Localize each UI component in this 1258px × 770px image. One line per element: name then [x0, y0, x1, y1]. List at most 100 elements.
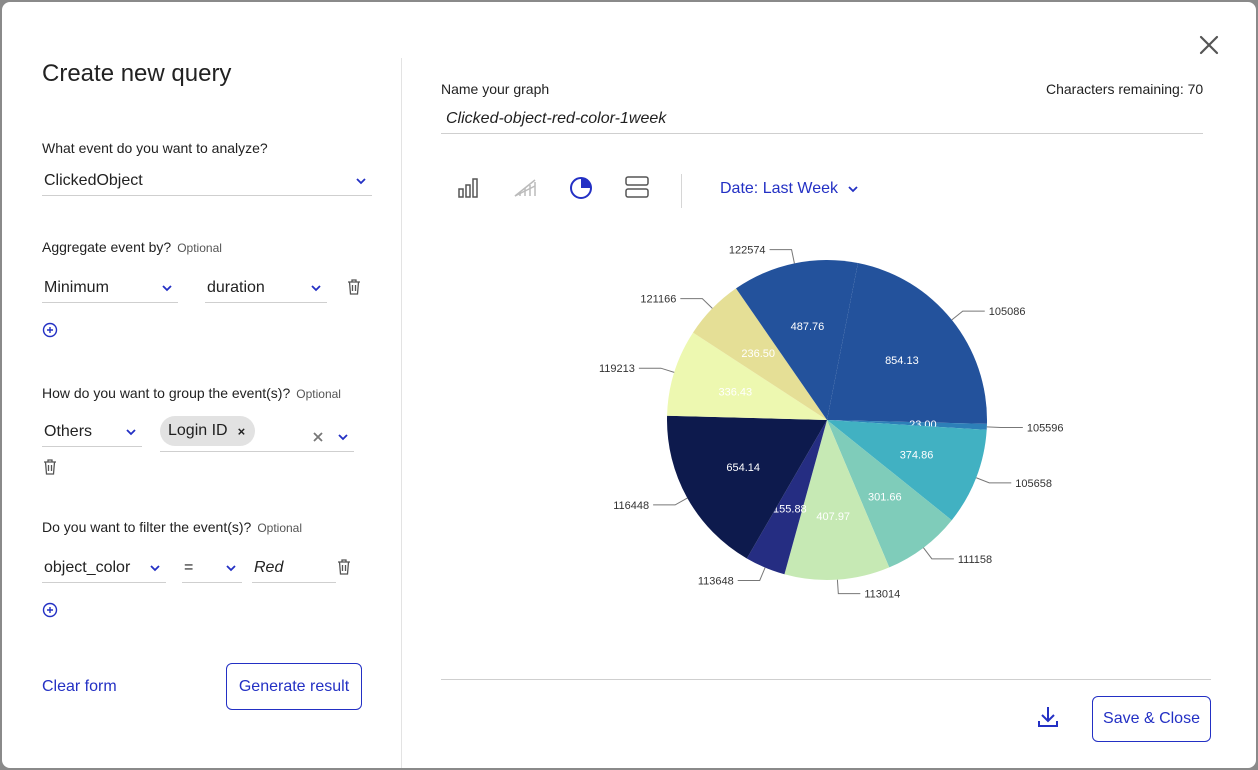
- bar-chart-icon[interactable]: [456, 174, 482, 200]
- date-range-label: Date: Last Week: [720, 180, 838, 197]
- aggregate-field-select[interactable]: duration: [205, 273, 327, 303]
- toolbar-divider: [681, 174, 682, 208]
- pie-leader-line: [653, 497, 688, 506]
- pie-category-label: 105086: [989, 306, 1026, 318]
- graph-name-label: Name your graph: [441, 81, 550, 97]
- chevron-down-icon: [162, 285, 172, 292]
- pie-leader-line: [986, 426, 1023, 429]
- close-icon[interactable]: [1196, 32, 1222, 58]
- filter-value-text: Red: [254, 558, 284, 576]
- pie-slice: [827, 420, 987, 430]
- footer-divider: [441, 679, 1211, 680]
- pie-category-label: 105596: [1027, 423, 1064, 435]
- event-select-value: ClickedObject: [44, 171, 143, 189]
- aggregate-field-value: duration: [207, 278, 265, 296]
- filter-value-input[interactable]: Red: [252, 553, 336, 583]
- plus-circle-icon[interactable]: [42, 322, 58, 338]
- pie-category-label: 122574: [729, 245, 766, 257]
- aggregate-function-value: Minimum: [44, 278, 109, 296]
- pie-value-label: 654.14: [726, 462, 760, 474]
- chevron-down-icon: [848, 186, 858, 193]
- clear-form-link[interactable]: Clear form: [42, 678, 117, 695]
- group-question-text: How do you want to group the event(s)?: [42, 385, 291, 401]
- pie-slice: [827, 263, 987, 424]
- group-select[interactable]: Others: [42, 417, 142, 447]
- pie-slice: [746, 420, 827, 575]
- pie-leader-line: [976, 477, 1012, 484]
- panel-divider: [401, 58, 402, 768]
- pie-category-label: 113014: [864, 589, 900, 601]
- generate-result-button[interactable]: Generate result: [226, 663, 362, 710]
- pie-category-label: 121166: [640, 294, 676, 306]
- pie-value-label: 336.43: [719, 386, 753, 398]
- pie-value-label: 374.86: [900, 450, 934, 462]
- group-chip-label: Login ID: [168, 422, 228, 439]
- pie-value-label: 407.97: [816, 511, 850, 523]
- group-by-multiselect[interactable]: [160, 422, 354, 452]
- filter-field-select[interactable]: object_color: [42, 553, 166, 583]
- pie-slice: [667, 332, 827, 420]
- group-chip: Login ID ×: [160, 416, 256, 446]
- chip-remove-icon[interactable]: ×: [237, 423, 246, 439]
- pie-slice: [784, 420, 890, 580]
- download-icon[interactable]: [1036, 704, 1060, 730]
- pie-leader-line: [737, 567, 766, 581]
- pie-slice: [827, 420, 987, 521]
- pie-value-label: 487.76: [791, 321, 825, 333]
- pie-category-label: 105658: [1015, 478, 1052, 490]
- pie-chart-icon[interactable]: [568, 174, 594, 200]
- chevron-down-icon: [150, 565, 160, 572]
- pie-value-label: 854.13: [885, 355, 919, 367]
- pie-leader-line: [638, 367, 675, 373]
- pie-slice: [693, 288, 827, 420]
- chevron-down-icon: [311, 285, 321, 292]
- optional-tag: Optional: [257, 521, 303, 535]
- modal-title: Create new query: [42, 60, 232, 87]
- clear-icon[interactable]: [312, 431, 324, 443]
- graph-name-input[interactable]: Clicked-object-red-color-1week: [441, 110, 1203, 134]
- trash-icon[interactable]: [336, 558, 352, 576]
- filter-field-value: object_color: [44, 558, 131, 576]
- pie-category-label: 119213: [599, 363, 635, 375]
- save-close-button[interactable]: Save & Close: [1092, 696, 1211, 742]
- aggregate-question-text: Aggregate event by?: [42, 239, 172, 255]
- event-select[interactable]: ClickedObject: [42, 166, 372, 196]
- date-range-select[interactable]: Date: Last Week: [720, 180, 860, 198]
- filter-operator-value: =: [184, 558, 194, 576]
- filter-question-text: Do you want to filter the event(s)?: [42, 519, 252, 535]
- filter-question-label: Do you want to filter the event(s)? Optio…: [42, 519, 302, 535]
- pie-category-label: 113648: [698, 575, 734, 587]
- aggregate-question-label: Aggregate event by? Optional: [42, 239, 222, 255]
- pie-leader-line: [923, 547, 954, 560]
- pie-value-label: 155.88: [773, 504, 807, 516]
- pie-slice: [667, 415, 827, 559]
- plus-circle-icon[interactable]: [42, 602, 58, 618]
- chars-remaining: Characters remaining: 70: [1046, 81, 1204, 97]
- trash-icon[interactable]: [346, 278, 362, 296]
- pie-leader-line: [769, 249, 795, 264]
- pie-value-label: 301.66: [868, 492, 902, 504]
- optional-tag: Optional: [296, 387, 341, 401]
- pie-leader-line: [680, 298, 713, 309]
- pie-slice: [827, 420, 952, 568]
- trash-icon[interactable]: [42, 458, 58, 476]
- pie-leader-line: [836, 579, 861, 595]
- group-select-value: Others: [44, 422, 93, 440]
- line-chart-icon[interactable]: [512, 174, 538, 200]
- chevron-down-icon: [126, 429, 136, 436]
- pie-category-label: 111158: [958, 554, 992, 566]
- chevron-down-icon: [356, 178, 366, 185]
- pie-slice: [736, 260, 858, 420]
- filter-operator-select[interactable]: =: [182, 553, 242, 583]
- aggregate-function-select[interactable]: Minimum: [42, 273, 178, 303]
- pie-category-label: 116448: [613, 500, 649, 512]
- pie-value-label: 236.50: [741, 348, 775, 360]
- pie-leader-line: [951, 310, 985, 321]
- chevron-down-icon: [338, 434, 348, 441]
- table-view-icon[interactable]: [624, 174, 650, 200]
- event-question-label: What event do you want to analyze?: [42, 140, 268, 156]
- group-question-label: How do you want to group the event(s)? Op…: [42, 385, 341, 401]
- optional-tag: Optional: [177, 241, 222, 255]
